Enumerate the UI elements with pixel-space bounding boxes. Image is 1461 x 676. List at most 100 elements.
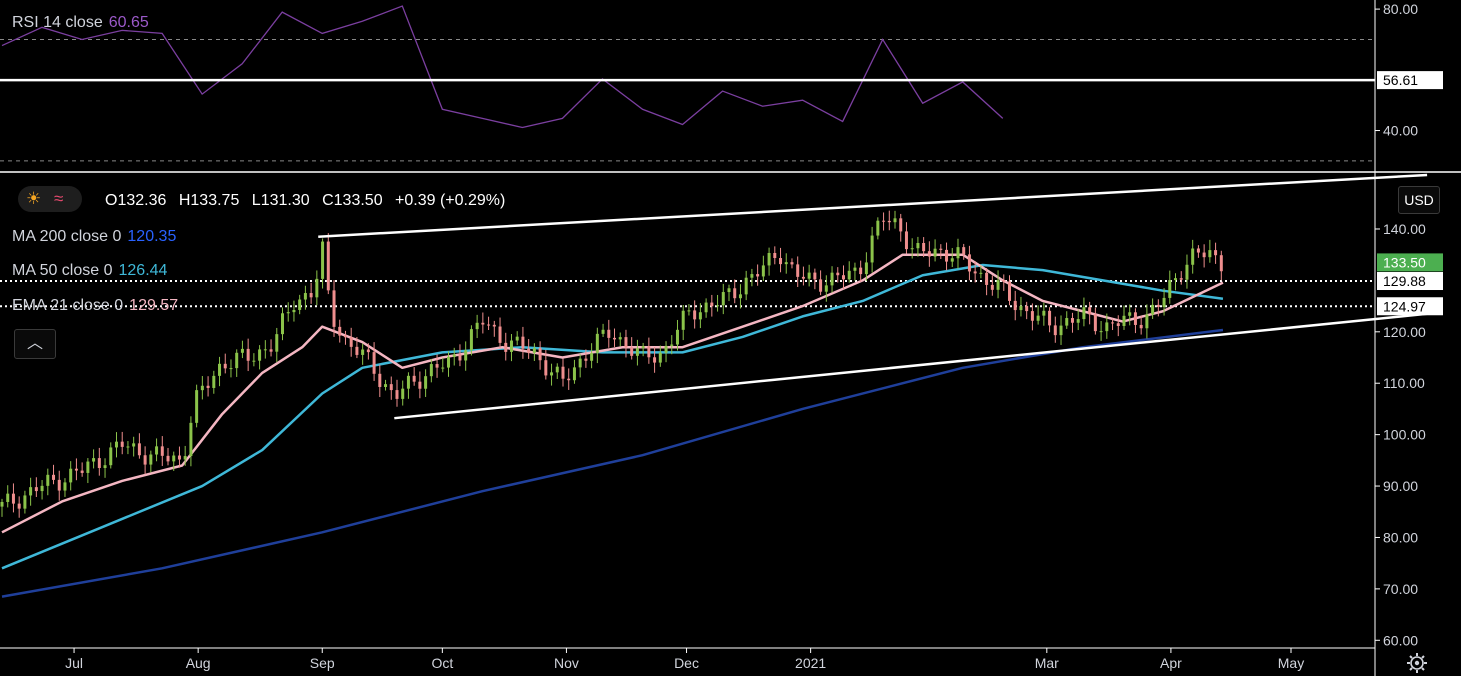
ohlc-high: H133.75 [178, 192, 240, 209]
currency-button[interactable]: USD [1398, 186, 1440, 214]
ohlc-legend: O132.36 H133.75 L131.30 C133.50 +0.39 (+… [105, 192, 505, 210]
candle-body [0, 501, 4, 507]
candle-body [601, 329, 605, 334]
candle-body [1099, 331, 1103, 333]
candle-body [647, 346, 651, 358]
rsi-legend: RSI 14 close 60.65 [12, 14, 149, 32]
candle-body [452, 354, 456, 357]
candle-body [841, 275, 845, 280]
candle-body [939, 248, 943, 250]
candle-body [1088, 307, 1092, 315]
candle-body [481, 322, 485, 325]
candle-body [738, 294, 742, 299]
candle-body [183, 456, 187, 460]
candle-body [1162, 297, 1166, 308]
candle-body [487, 324, 491, 326]
candle-body [109, 447, 113, 466]
candle-body [458, 354, 462, 361]
candle-body [1111, 322, 1115, 324]
candle-body [406, 375, 410, 389]
candle-body [343, 335, 347, 338]
candle-body [498, 326, 502, 343]
candle-body [882, 220, 886, 222]
gear-icon[interactable] [1407, 653, 1427, 673]
candle-body [223, 363, 227, 369]
candle-body [298, 299, 302, 310]
symbol-icons[interactable]: ☀ ≈ [18, 186, 82, 212]
candle-body [767, 252, 771, 266]
candle-body [206, 385, 210, 388]
candle-body [773, 252, 777, 259]
candle-body [1128, 312, 1132, 316]
candle-body [698, 312, 702, 320]
candle-body [509, 340, 513, 352]
candle-body [235, 352, 239, 369]
candle-body [904, 231, 908, 250]
ma50-legend-name: MA 50 close 0 [12, 262, 113, 279]
candle-body [681, 310, 685, 330]
ma200-legend: MA 200 close 0 120.35 [12, 228, 176, 246]
candle-body [1042, 310, 1046, 316]
candle-body [1059, 325, 1063, 336]
candle-body [395, 390, 399, 399]
last-price-label: 133.50 [1383, 254, 1426, 270]
candle-body [355, 346, 359, 355]
candle-body [303, 293, 307, 300]
candle-body [218, 363, 222, 376]
trendline[interactable] [394, 312, 1428, 420]
candle-body [492, 324, 496, 327]
ema21-legend-name: EMA 21 close 0 [12, 297, 124, 314]
price-pane [0, 173, 1428, 598]
candle-body [126, 446, 130, 448]
candle-body [727, 288, 731, 293]
candle-body [246, 348, 250, 361]
candle-body [269, 349, 273, 352]
collapse-legend-button[interactable]: ︿ [14, 329, 56, 359]
sun-icon: ☀ [26, 189, 42, 208]
time-tick-label: Mar [1035, 655, 1059, 671]
candle-body [1002, 280, 1006, 282]
rsi-level-label-bg [1377, 71, 1443, 90]
candle-body [887, 220, 891, 223]
candle-body [401, 388, 405, 399]
time-tick-label: Dec [674, 655, 699, 671]
trendline[interactable] [318, 173, 1428, 238]
candle-body [349, 337, 353, 347]
candle-body [658, 352, 662, 363]
candle-body [17, 503, 21, 509]
candle-body [899, 218, 903, 232]
candle-body [378, 373, 382, 387]
candle-body [80, 470, 84, 473]
candle-body [149, 454, 153, 465]
candle-body [687, 310, 691, 312]
candle-body [418, 381, 422, 389]
candle-body [675, 329, 679, 345]
candle-body [532, 348, 536, 353]
candle-body [515, 336, 519, 341]
last-price-label-bg [1377, 253, 1443, 272]
candle-body [1208, 250, 1212, 258]
price-tick-label: 60.00 [1383, 632, 1418, 648]
candle-body [807, 272, 811, 279]
candle-body [653, 357, 657, 363]
candle-body [424, 376, 428, 389]
candle-body [1185, 264, 1189, 280]
ohlc-open: O132.36 [105, 192, 167, 209]
candle-body [630, 347, 634, 356]
price-tick-label: 140.00 [1383, 221, 1426, 237]
candle-body [967, 254, 971, 272]
time-tick-label: Jul [65, 655, 83, 671]
candle-body [1025, 306, 1029, 312]
candle-body [624, 337, 628, 348]
ma50-legend: MA 50 close 0 126.44 [12, 262, 167, 280]
candle-body [338, 326, 342, 336]
candle-body [92, 458, 96, 462]
candle-body [538, 348, 542, 361]
candle-body [1030, 311, 1034, 321]
candle-body [853, 267, 857, 271]
candle-body [801, 276, 805, 279]
candle-body [258, 349, 262, 361]
candle-body [985, 272, 989, 285]
